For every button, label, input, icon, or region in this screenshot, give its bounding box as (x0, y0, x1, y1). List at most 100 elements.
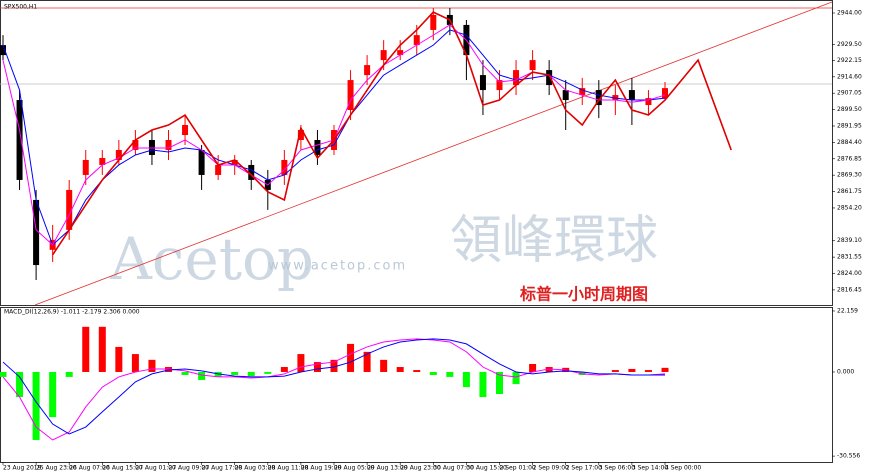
bar (214, 371, 222, 377)
candle-body (562, 90, 569, 101)
bar (429, 371, 437, 376)
candle-body (645, 98, 652, 106)
bar (0, 371, 7, 377)
bar (545, 367, 553, 372)
candle-body (16, 100, 23, 180)
candle-body (612, 95, 619, 101)
y-tick-label: 2816.45 (837, 286, 862, 293)
macd-title: MACD_DI(12,26,9) -1.011 -2.179 2.306 0.0… (4, 309, 140, 316)
y-tick-label: 2891.95 (837, 122, 862, 129)
x-tick-label: 27 Aug 01:00 (135, 465, 176, 472)
candle-body (397, 50, 404, 56)
candle-body (380, 50, 387, 61)
candle-body (479, 75, 486, 91)
y-tick-label: 2899.50 (837, 106, 862, 113)
bar (280, 367, 288, 372)
trend-line (34, 1, 833, 306)
x-tick-label: 2 Sep 09:00 (533, 465, 569, 472)
bar (247, 371, 255, 377)
candle-body (579, 88, 586, 96)
x-tick-label: 2 Sep 17:00 (566, 465, 602, 472)
bar (380, 359, 388, 372)
bar (330, 359, 338, 372)
y-tick-label: 2876.85 (837, 155, 862, 162)
candle-body (165, 139, 172, 150)
bar (297, 354, 305, 372)
x-tick-label: 30 Aug 07:00 (433, 465, 474, 472)
y-tick-label: 2914.60 (837, 73, 862, 80)
candle-body (529, 60, 536, 71)
bar (65, 371, 73, 377)
candle-body (215, 164, 222, 175)
x-tick-label: 2 Sep 01:00 (500, 465, 536, 472)
y-tick-label: 2839.10 (837, 237, 862, 244)
x-tick-label: 3 Sep 14:00 (632, 465, 668, 472)
y-tick-label: 0.000 (837, 368, 854, 375)
candle-body (148, 139, 155, 155)
y-tick-label: 2869.30 (837, 172, 862, 179)
candle-body (198, 149, 205, 175)
bar (32, 371, 40, 440)
candle-body (132, 139, 139, 150)
candle-body (314, 139, 321, 155)
x-tick-label: 29 Aug 13:00 (367, 465, 408, 472)
candle-body (99, 158, 106, 165)
watermark-url: www.acetop.com (268, 259, 407, 274)
x-tick-label: 27 Aug 17:00 (202, 465, 243, 472)
x-tick-label: 26 Aug 15:00 (102, 465, 143, 472)
candle-body (413, 35, 420, 46)
x-tick-label: 3 Sep 06:00 (599, 465, 635, 472)
bar (462, 371, 470, 388)
x-tick-label: 25 Aug 23:00 (36, 465, 77, 472)
line-series (2, 338, 665, 435)
x-tick-label: 28 Aug 19:00 (301, 465, 342, 472)
x-tick-label: 29 Aug 23:00 (400, 465, 441, 472)
candle-body (595, 90, 602, 106)
bar (347, 343, 355, 372)
candle-body (182, 125, 189, 136)
candle-body (662, 88, 668, 99)
line-series (51, 11, 732, 256)
candle-body (430, 14, 437, 30)
candle-body (231, 159, 238, 165)
bar (413, 370, 421, 372)
x-tick-label: 28 Aug 03:00 (235, 465, 276, 472)
candle-body (248, 164, 255, 180)
y-tick-label: 2884.40 (837, 139, 862, 146)
candle-body (33, 199, 40, 266)
y-tick-label: 2922.15 (837, 57, 862, 64)
bar (396, 367, 404, 372)
line-series (2, 338, 666, 441)
bar (512, 371, 520, 385)
y-tick-label: 2907.05 (837, 90, 862, 97)
candle-body (66, 189, 73, 230)
x-tick-label: 28 Aug 11:00 (268, 465, 309, 472)
candle-body (347, 80, 354, 111)
bar (264, 371, 272, 374)
y-tick-label: -30.556 (837, 453, 860, 460)
bar (98, 326, 106, 372)
watermark-brand: Acetop (109, 225, 314, 293)
line-series (2, 29, 666, 246)
x-tick-label: 29 Aug 05:00 (334, 465, 375, 472)
bar (529, 363, 537, 372)
candle-body (115, 149, 122, 160)
y-tick-label: 2854.20 (837, 204, 862, 211)
x-tick-label: 26 Aug 07:00 (69, 465, 110, 472)
candle-body (364, 65, 371, 76)
bar (313, 362, 321, 372)
x-tick-label: 4 Sep 00:00 (665, 465, 701, 472)
bar (479, 371, 487, 398)
y-tick-label: 22.159 (837, 307, 858, 314)
bar (661, 367, 669, 372)
bar (446, 371, 454, 377)
bar (148, 359, 156, 372)
y-tick-label: 2861.75 (837, 188, 862, 195)
price-panel (0, 0, 833, 306)
bar (115, 346, 123, 372)
bar (131, 354, 139, 372)
x-tick-label: 30 Aug 15:00 (466, 465, 507, 472)
bar (82, 326, 90, 372)
candle-body (496, 80, 503, 91)
